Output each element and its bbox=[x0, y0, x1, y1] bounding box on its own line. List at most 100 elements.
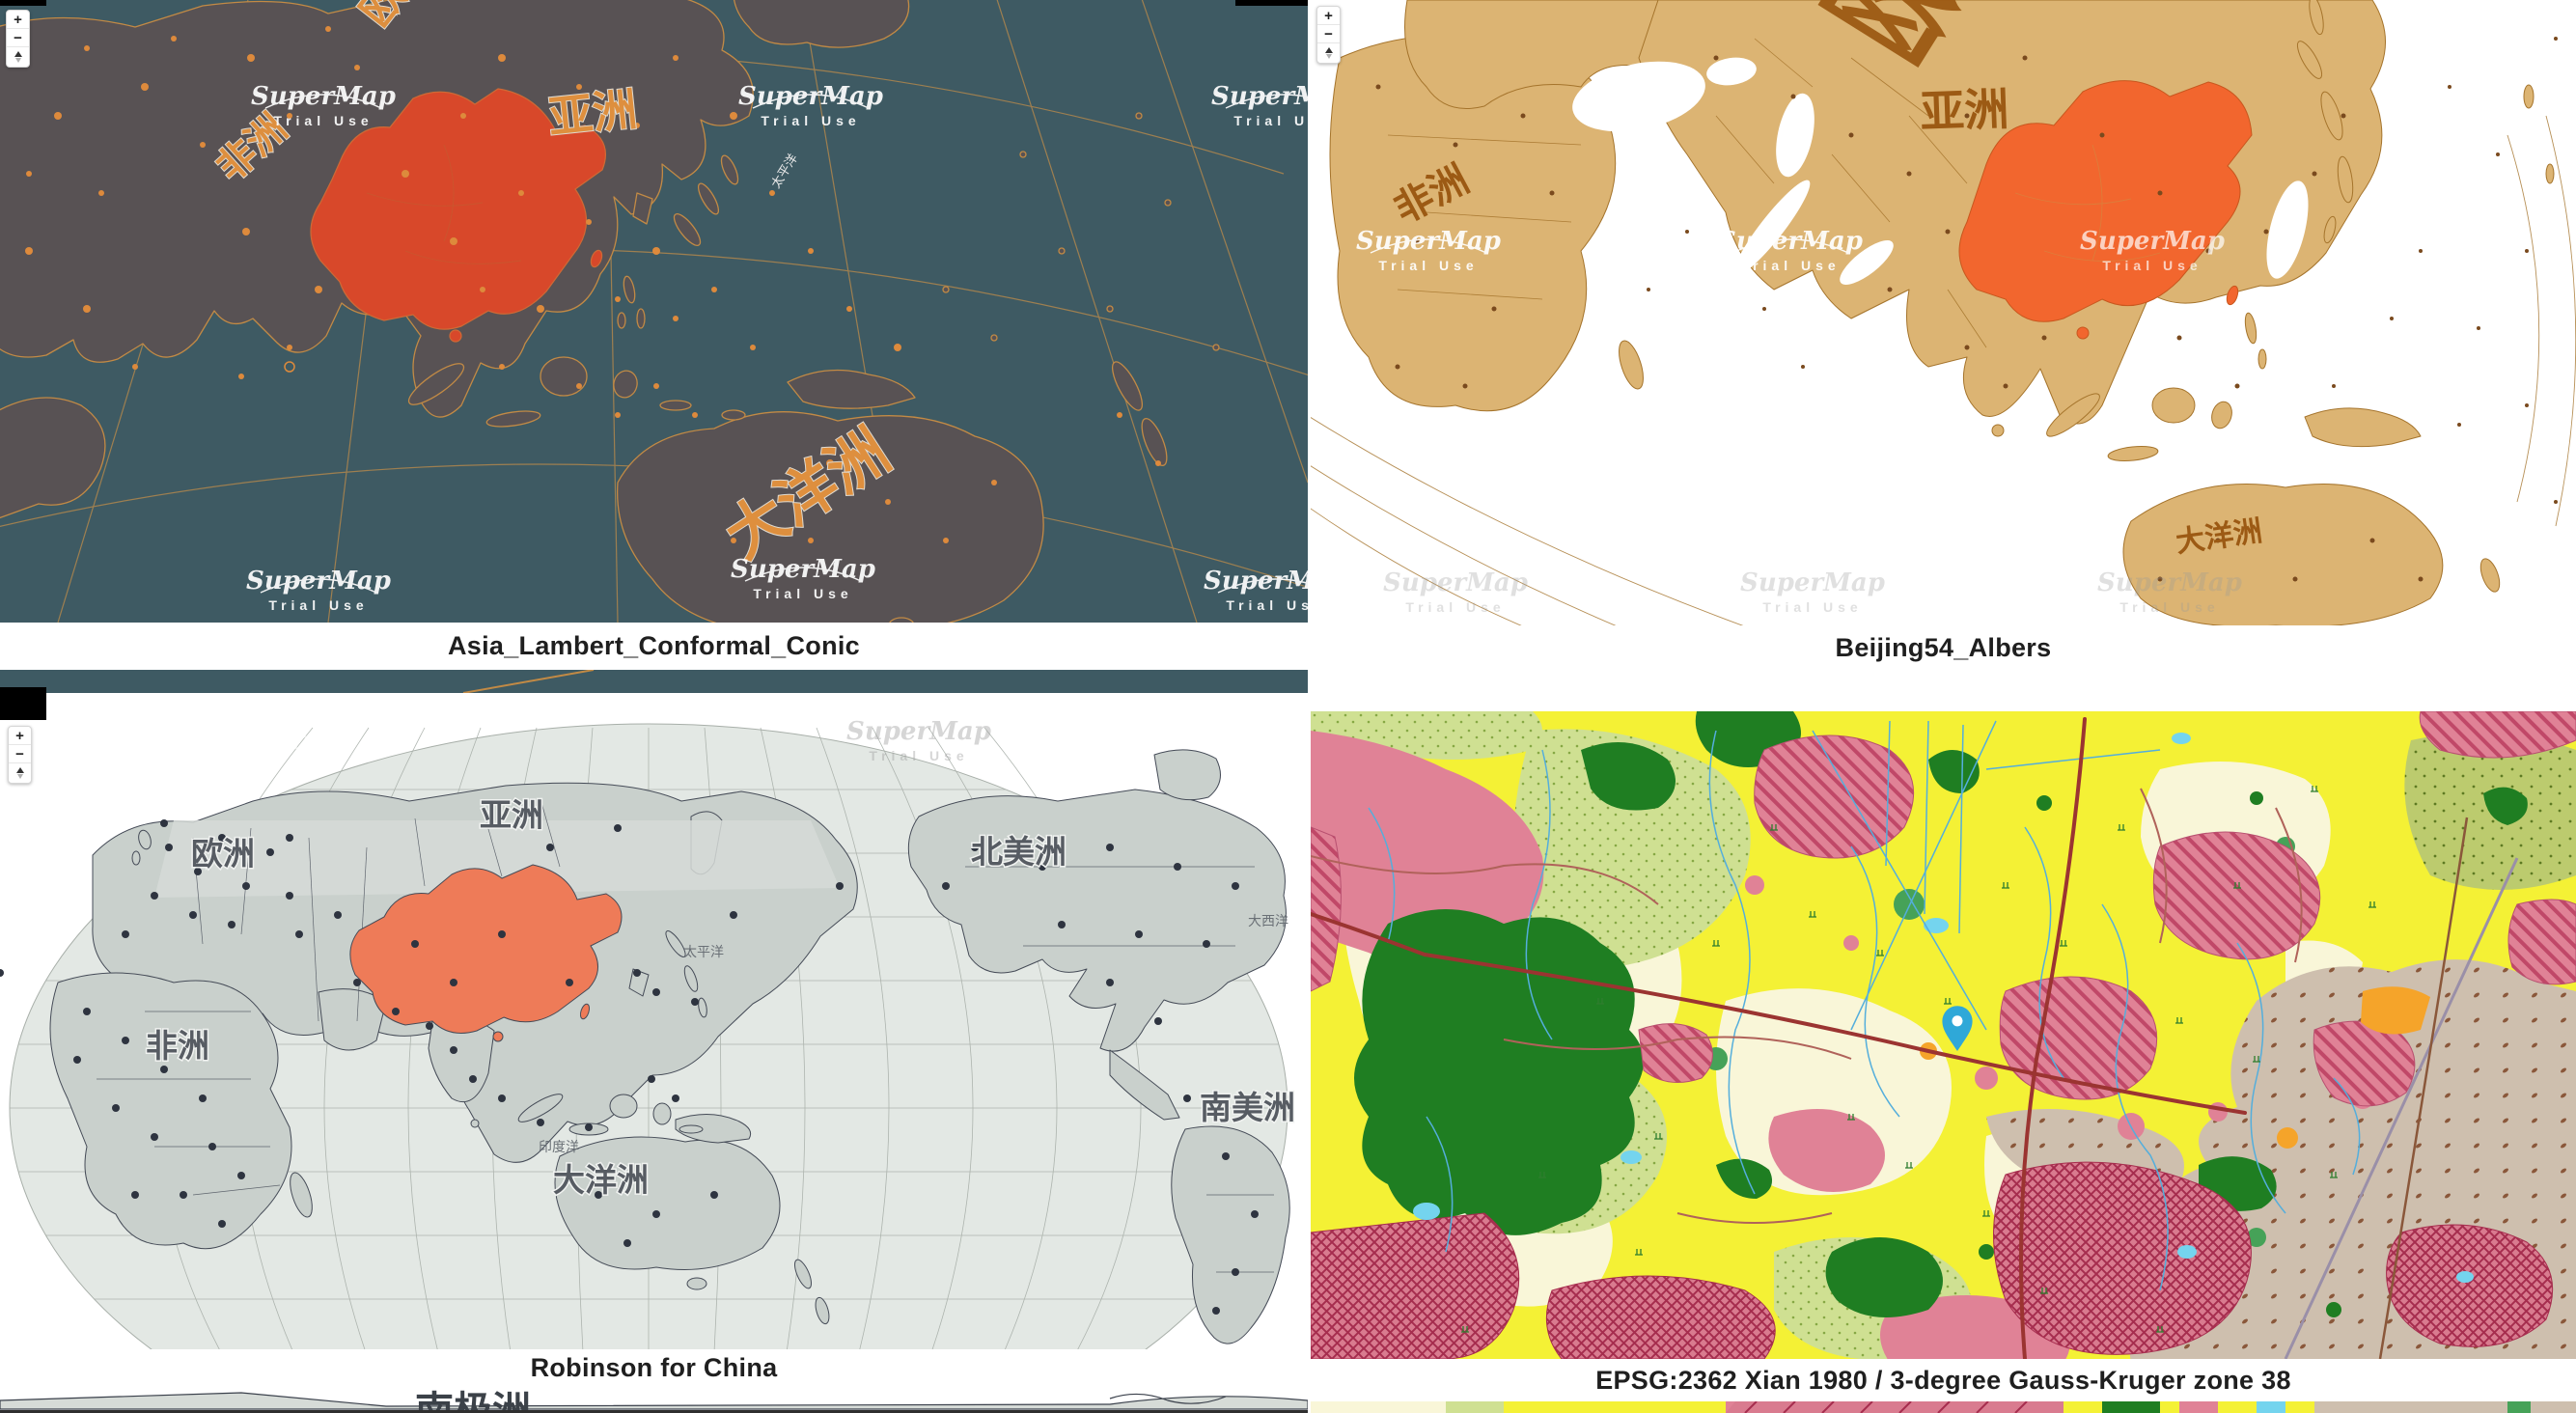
label-oceania: 大洋洲 bbox=[553, 1162, 649, 1198]
svg-text:Trial Use: Trial Use bbox=[1378, 258, 1478, 273]
svg-text:Trial Use: Trial Use bbox=[1762, 599, 1862, 615]
label-indian: 印度洋 bbox=[539, 1139, 579, 1154]
landuse-crosshatched-zones bbox=[1311, 1161, 2554, 1359]
zoom-slider[interactable] bbox=[1317, 43, 1340, 63]
svg-text:SuperMap: SuperMap bbox=[1718, 227, 1863, 256]
zoom-slider[interactable] bbox=[7, 47, 29, 67]
slider-down-icon bbox=[1325, 54, 1332, 59]
panel-caption-albers: Beijing54_Albers bbox=[1311, 625, 2576, 670]
label-europe: 欧洲 bbox=[191, 836, 255, 872]
svg-text:SuperMap: SuperMap bbox=[251, 82, 396, 111]
robinson-china-region[interactable] bbox=[349, 864, 623, 1042]
svg-text:SuperMap: SuperMap bbox=[1211, 82, 1308, 111]
divider-strip bbox=[0, 670, 1308, 693]
svg-text:SuperMap: SuperMap bbox=[1204, 567, 1308, 596]
slider-down-icon bbox=[16, 774, 23, 779]
albers-watermarks: SuperMap Trial Use SuperMap Trial Use Supe… bbox=[1356, 227, 2242, 615]
albers-country-borders bbox=[1387, 38, 1987, 348]
landuse-lakes bbox=[1413, 733, 2474, 1283]
screen-artifact-robinson bbox=[0, 687, 46, 720]
albers-province-lines bbox=[2014, 144, 2161, 262]
panel-caption-lambert: Asia_Lambert_Conformal_Conic bbox=[0, 623, 1308, 670]
gauss-map-canvas[interactable] bbox=[1311, 711, 2576, 1359]
svg-text:SuperMap: SuperMap bbox=[246, 567, 391, 596]
albers-city-dots bbox=[1375, 37, 2558, 582]
svg-text:SuperMap: SuperMap bbox=[1356, 227, 1501, 256]
label-pacific: 太平洋 bbox=[683, 944, 724, 959]
landuse-orange-fields bbox=[1920, 986, 2430, 1149]
svg-text:SuperMap: SuperMap bbox=[1740, 568, 1885, 597]
landuse-track bbox=[2378, 817, 2469, 1359]
zoom-slider[interactable] bbox=[9, 763, 31, 783]
zoom-out-button[interactable]: − bbox=[7, 29, 29, 47]
panel-caption-robinson: Robinson for China bbox=[0, 1349, 1308, 1387]
svg-text:Trial Use: Trial Use bbox=[273, 113, 373, 128]
lambert-city-dots bbox=[25, 26, 1161, 543]
lambert-province-lines bbox=[366, 144, 522, 264]
svg-text:Trial Use: Trial Use bbox=[753, 586, 852, 601]
svg-text:SuperMap: SuperMap bbox=[2080, 227, 2225, 256]
map-panel-gauss[interactable] bbox=[1311, 711, 2576, 1359]
label-asia: 亚洲 bbox=[480, 797, 543, 833]
zoom-in-button[interactable]: + bbox=[7, 11, 29, 29]
lambert-zoom-control[interactable]: + − bbox=[6, 10, 30, 68]
albers-inland-seas bbox=[1572, 57, 2309, 285]
albers-zoom-control[interactable]: + − bbox=[1316, 6, 1341, 64]
svg-text:Trial Use: Trial Use bbox=[1233, 113, 1308, 128]
next-map-strip-right bbox=[1311, 1401, 2576, 1413]
robinson-continent-labels: 亚洲 欧洲 北美洲 非洲 南美洲 大洋洲 太平洋 大西洋 印度洋 bbox=[145, 796, 1297, 1200]
svg-text:SuperMap: SuperMap bbox=[731, 555, 875, 584]
svg-text:Trial Use: Trial Use bbox=[1740, 258, 1840, 273]
robinson-watermarks: SuperMap Trial Use SuperMap Trial Use bbox=[174, 717, 991, 775]
svg-text:Trial Use: Trial Use bbox=[1226, 597, 1308, 613]
label-asia: 亚洲 bbox=[546, 84, 640, 143]
svg-text:SuperMap: SuperMap bbox=[738, 82, 883, 111]
svg-text:SuperMap: SuperMap bbox=[174, 727, 319, 756]
slider-up-icon bbox=[14, 51, 22, 57]
landuse-forest bbox=[1354, 711, 2528, 1317]
label-south-america: 南美洲 bbox=[1200, 1090, 1295, 1125]
svg-text:SuperMap: SuperMap bbox=[2097, 568, 2242, 597]
lambert-china-region[interactable] bbox=[310, 88, 606, 343]
slider-down-icon bbox=[14, 58, 21, 63]
screen-artifact-top-left bbox=[0, 0, 46, 6]
next-map-strip-left: 南极洲 bbox=[0, 1387, 1308, 1413]
albers-graticule-arcs bbox=[1311, 115, 2576, 625]
svg-text:Trial Use: Trial Use bbox=[196, 760, 295, 775]
landuse-minor-roads bbox=[1311, 788, 2303, 1224]
landuse-streams bbox=[1368, 720, 2361, 1291]
map-panel-robinson[interactable]: 亚洲 欧洲 北美洲 非洲 南美洲 大洋洲 太平洋 大西洋 印度洋 SuperMa… bbox=[0, 693, 1308, 1349]
robinson-country-borders bbox=[97, 798, 1274, 1273]
svg-text:Trial Use: Trial Use bbox=[761, 113, 860, 128]
label-asia: 亚洲 bbox=[1920, 84, 2010, 137]
panel-caption-gauss: EPSG:2362 Xian 1980 / 3-degree Gauss-Kru… bbox=[1311, 1359, 2576, 1401]
slider-up-icon bbox=[15, 767, 24, 773]
svg-text:Trial Use: Trial Use bbox=[869, 748, 968, 763]
label-antarctica: 南极洲 bbox=[415, 1390, 531, 1413]
zoom-in-button[interactable]: + bbox=[1317, 7, 1340, 25]
svg-text:Trial Use: Trial Use bbox=[2102, 258, 2202, 273]
landuse-tree-symbols bbox=[1461, 786, 2376, 1333]
svg-text:Trial Use: Trial Use bbox=[268, 597, 368, 613]
zoom-out-button[interactable]: − bbox=[9, 745, 31, 763]
zoom-in-button[interactable]: + bbox=[9, 727, 31, 745]
svg-text:Trial Use: Trial Use bbox=[2119, 599, 2219, 615]
screen-artifact-top-mid bbox=[1235, 0, 1308, 6]
robinson-zoom-control[interactable]: + − bbox=[8, 726, 32, 784]
albers-china-region[interactable] bbox=[1958, 80, 2253, 340]
landuse-railway bbox=[2284, 857, 2519, 1359]
robinson-map-canvas[interactable]: 亚洲 欧洲 北美洲 非洲 南美洲 大洋洲 太平洋 大西洋 印度洋 SuperMa… bbox=[0, 693, 1308, 1349]
zoom-out-button[interactable]: − bbox=[1317, 25, 1340, 43]
svg-text:SuperMap: SuperMap bbox=[846, 717, 991, 746]
svg-text:SuperMap: SuperMap bbox=[1383, 568, 1528, 597]
label-atlantic: 大西洋 bbox=[1248, 913, 1288, 928]
location-pin-icon[interactable] bbox=[1942, 1006, 1973, 1051]
slider-up-icon bbox=[1324, 47, 1333, 53]
label-africa: 非洲 bbox=[146, 1028, 209, 1064]
